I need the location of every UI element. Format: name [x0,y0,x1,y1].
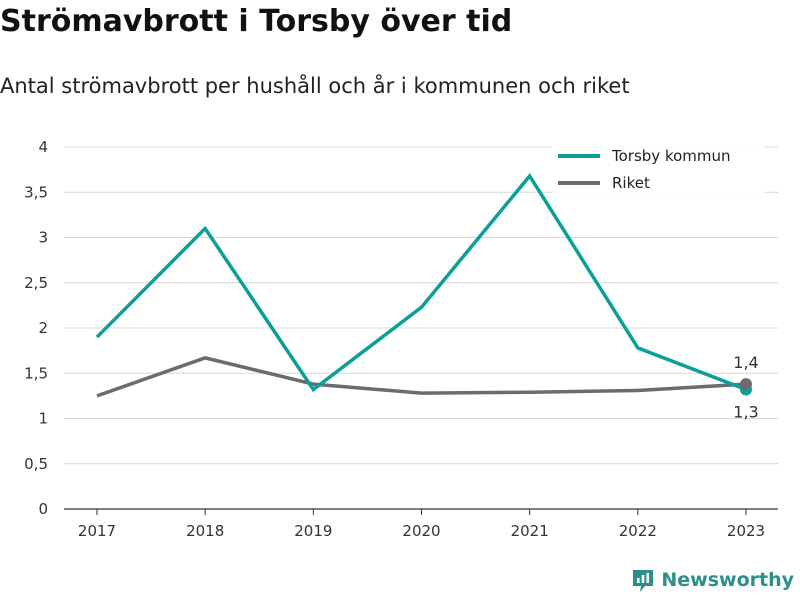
y-tick-label: 2,5 [24,274,48,292]
x-tick-label: 2019 [294,522,332,540]
series-line-riket [96,356,747,398]
series-line-torsby-kommun [95,172,747,393]
legend-background [553,142,765,196]
axes: 0 0,5 1 1,5 2 2,5 3 3,5 4 2017 2018 2019 2020 2021 202… [24,138,765,540]
x-tick-label: 2018 [186,522,224,540]
legend: Torsby kommun Riket [553,142,765,196]
bar-chart-logo-icon [633,570,654,592]
legend-label: Riket [612,174,650,192]
y-tick-label: 3 [38,229,48,247]
brand-name: Newsworthy [661,569,794,591]
grid-lines [64,146,778,510]
y-tick-label: 4 [38,138,48,156]
x-tick-label: 2021 [511,522,549,540]
series-lines: 1,3 1,4 [95,172,759,422]
end-value-label: 1,4 [733,353,758,372]
x-tick-label: 2022 [619,522,657,540]
legend-label: Torsby kommun [611,147,731,165]
newsworthy-brand: Newsworthy [631,566,794,594]
y-tick-label: 0,5 [24,455,48,473]
end-value-label: 1,3 [733,403,758,422]
end-point-marker [740,378,752,391]
chart-title: Strömavbrott i Torsby över tid [0,4,513,39]
y-tick-label: 1,5 [24,364,48,382]
y-tick-label: 3,5 [24,183,48,201]
x-tick-label: 2020 [402,522,440,540]
x-tick-label: 2023 [727,522,765,540]
x-tick-label: 2017 [78,522,116,540]
chart-subtitle: Antal strömavbrott per hushåll och år i … [0,74,630,98]
y-tick-label: 2 [38,319,48,337]
y-tick-label: 1 [38,410,48,428]
y-tick-label: 0 [38,500,48,518]
